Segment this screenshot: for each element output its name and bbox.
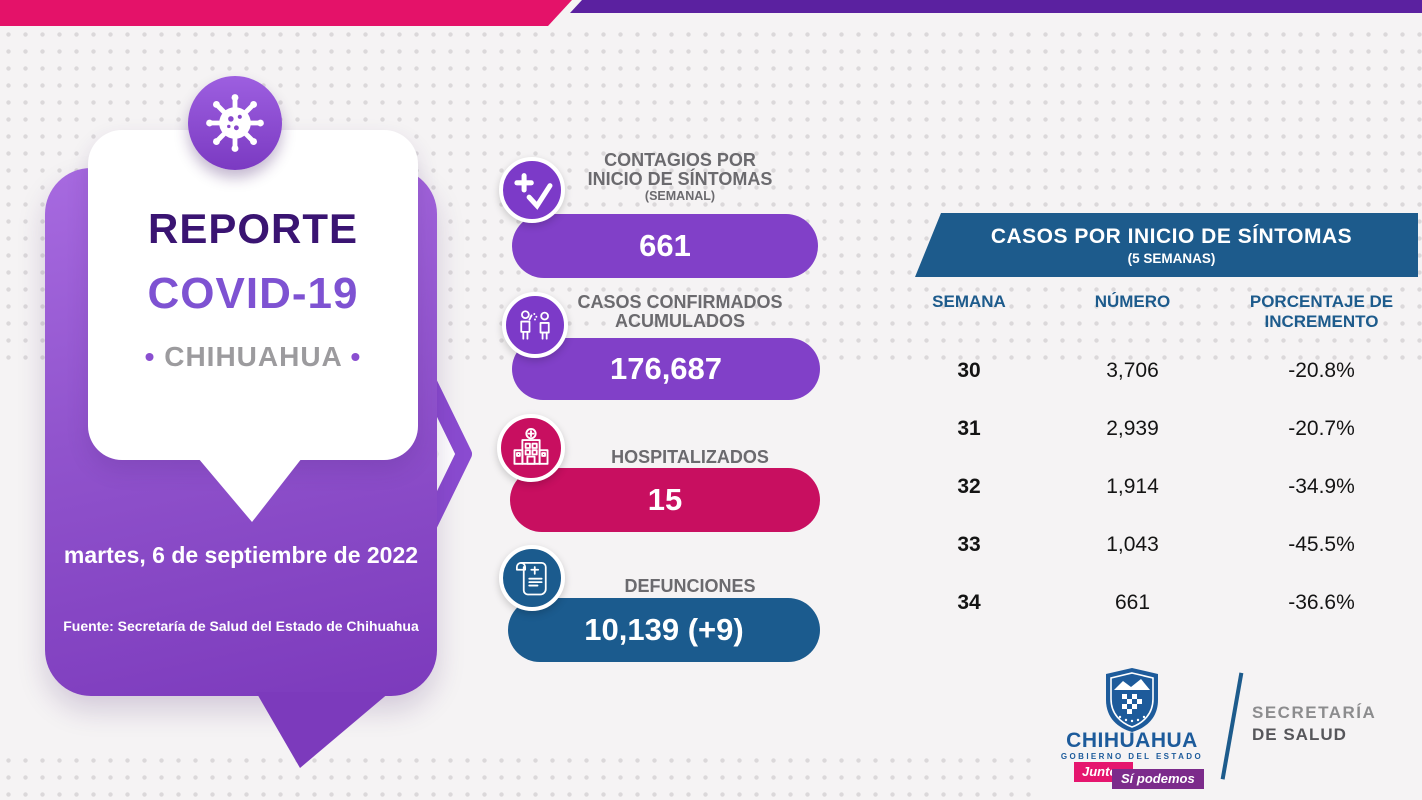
data-source: Fuente: Secretaría de Salud del Estado d… (63, 618, 419, 634)
stat-contagios-label: CONTAGIOS POR INICIO DE SÍNTOMAS (SEMANA… (560, 150, 800, 203)
slogan-si-podemos: Sí podemos (1112, 769, 1204, 789)
column-header-semana: SEMANA (932, 292, 1006, 311)
table-row-week: 33 (957, 533, 981, 557)
death-certificate-icon (499, 545, 565, 611)
coughing-people-icon (502, 292, 568, 358)
stat-confirmados-pill: 176,687 (512, 338, 820, 400)
org-secretaria: SECRETARÍA (1252, 703, 1377, 722)
stat-hospitalizados-pill: 15 (510, 468, 820, 532)
report-date: martes, 6 de septiembre de 2022 (63, 542, 419, 568)
stat-defunciones-pill: 10,139 (+9) (508, 598, 820, 662)
stat-defunciones-label: DEFUNCIONES (624, 576, 756, 596)
stat-defunciones-value: 10,139 (+9) (584, 612, 744, 647)
column-header-porcentaje: PORCENTAJE DE INCREMENTO (1249, 292, 1394, 332)
table-row-percent: -36.6% (1288, 591, 1355, 615)
org-de-salud: DE SALUD (1252, 725, 1347, 744)
header-spacer (908, 332, 1408, 342)
table-row-percent: -20.7% (1288, 417, 1355, 441)
virus-badge (188, 76, 282, 170)
cases-table: SEMANA NÚMERO PORCENTAJE DE INCREMENTO 3… (908, 292, 1408, 632)
stat-contagios-sublabel: (SEMANAL) (644, 188, 716, 203)
table-title-banner: CASOS POR INICIO DE SÍNTOMAS (5 SEMANAS) (915, 213, 1418, 277)
report-title: REPORTE (147, 205, 359, 252)
stat-hospitalizados-value: 15 (647, 482, 683, 517)
column-header-numero: NÚMERO (1094, 292, 1171, 311)
stat-confirmados-value: 176,687 (609, 351, 723, 386)
title-card-tail (198, 458, 302, 522)
table-row-week: 31 (957, 417, 981, 441)
region-name: CHIHUAHUA (164, 341, 342, 372)
top-bar-purple (570, 0, 1422, 13)
table-row-number: 3,706 (1106, 359, 1159, 383)
hospital-icon (497, 414, 565, 482)
stat-contagios-pill: 661 (512, 214, 818, 278)
bullet-right: • (350, 341, 362, 372)
table-subtitle: (5 SEMANAS) (1127, 250, 1216, 266)
table-row-week: 32 (957, 475, 981, 499)
stat-contagios-value: 661 (639, 228, 691, 263)
stat-confirmados-label: CASOS CONFIRMADOS ACUMULADOS (577, 292, 783, 332)
table-row-percent: -34.9% (1288, 475, 1355, 499)
table-row-week: 30 (957, 359, 981, 383)
virus-icon (206, 94, 264, 152)
plus-check-icon (499, 157, 565, 223)
table-row-week: 34 (957, 591, 981, 615)
chihuahua-crest-icon (1106, 668, 1158, 732)
bullet-left: • (144, 341, 156, 372)
table-row-percent: -45.5% (1288, 533, 1355, 557)
dot-pattern-bottom (0, 752, 1040, 800)
table-row-number: 2,939 (1106, 417, 1159, 441)
region-title: • CHIHUAHUA • (88, 341, 418, 373)
logo-chihuahua-text: CHIHUAHUA (1066, 729, 1198, 752)
stat-hospitalizados-label: HOSPITALIZADOS (611, 447, 769, 467)
table-row-percent: -20.8% (1288, 359, 1355, 383)
table-row-number: 1,914 (1106, 475, 1159, 499)
table-row-number: 661 (1114, 591, 1151, 615)
speech-bubble-tail (256, 692, 390, 768)
top-bar-pink (0, 0, 572, 26)
report-title-card (88, 130, 418, 460)
logo-divider-line (1220, 672, 1243, 780)
covid-title: COVID-19 (147, 269, 359, 318)
table-row-number: 1,043 (1106, 533, 1159, 557)
table-title: CASOS POR INICIO DE SÍNTOMAS (990, 224, 1353, 248)
logo-gobierno-text: GOBIERNO DEL ESTADO (1060, 752, 1204, 761)
